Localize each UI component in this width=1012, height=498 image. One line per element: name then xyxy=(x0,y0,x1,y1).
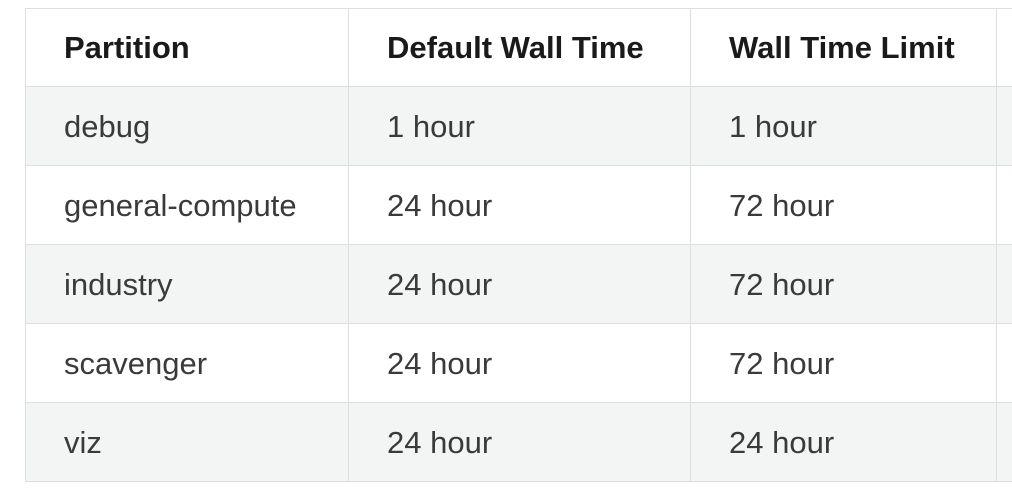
cell-partition: general-compute xyxy=(25,165,349,245)
partition-table: Partition Default Wall Time Wall Time Li… xyxy=(25,8,1012,482)
header-partition: Partition xyxy=(25,8,349,87)
cell-cut-off xyxy=(996,165,1012,245)
cell-partition: scavenger xyxy=(25,323,349,403)
table-row: general-compute 24 hour 72 hour xyxy=(25,165,1012,245)
cell-default-wall-time: 24 hour xyxy=(348,323,691,403)
table-row: viz 24 hour 24 hour xyxy=(25,402,1012,482)
cell-partition: viz xyxy=(25,402,349,482)
partition-table-container: Partition Default Wall Time Wall Time Li… xyxy=(25,8,1012,482)
cell-wall-time-limit: 24 hour xyxy=(690,402,997,482)
cell-cut-off xyxy=(996,402,1012,482)
cell-default-wall-time: 24 hour xyxy=(348,165,691,245)
cell-default-wall-time: 24 hour xyxy=(348,244,691,324)
cell-cut-off xyxy=(996,86,1012,166)
cell-cut-off xyxy=(996,244,1012,324)
cell-default-wall-time: 24 hour xyxy=(348,402,691,482)
cell-wall-time-limit: 72 hour xyxy=(690,244,997,324)
cell-wall-time-limit: 1 hour xyxy=(690,86,997,166)
cell-partition: industry xyxy=(25,244,349,324)
cell-wall-time-limit: 72 hour xyxy=(690,165,997,245)
cell-default-wall-time: 1 hour xyxy=(348,86,691,166)
header-wall-time-limit: Wall Time Limit xyxy=(690,8,997,87)
header-cut-off-column xyxy=(996,8,1012,87)
table-row: debug 1 hour 1 hour xyxy=(25,86,1012,166)
header-default-wall-time: Default Wall Time xyxy=(348,8,691,87)
cell-partition: debug xyxy=(25,86,349,166)
table-header-row: Partition Default Wall Time Wall Time Li… xyxy=(25,8,1012,87)
table-row: scavenger 24 hour 72 hour xyxy=(25,323,1012,403)
cell-cut-off xyxy=(996,323,1012,403)
cell-wall-time-limit: 72 hour xyxy=(690,323,997,403)
table-row: industry 24 hour 72 hour xyxy=(25,244,1012,324)
